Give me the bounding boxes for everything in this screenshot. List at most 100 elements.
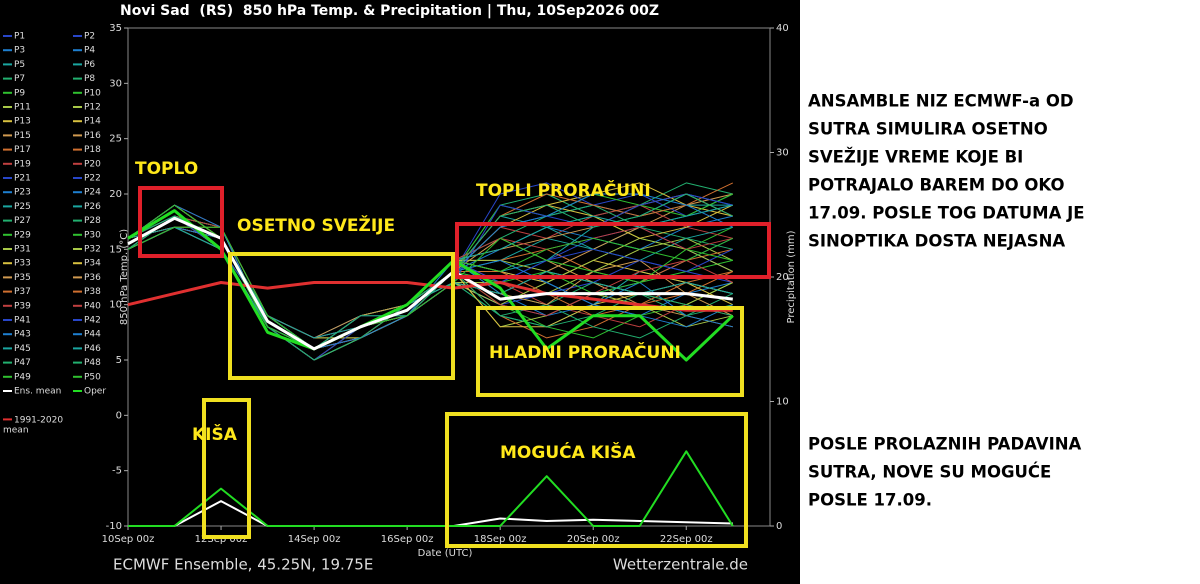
annotation: MOGUĆA KIŠA [500, 441, 636, 463]
box [202, 398, 251, 539]
side-text-line: SVEŽIJE VREME KOJE BI [808, 148, 1023, 167]
legend-label: P28 [84, 216, 101, 226]
y-tick-label: 35 [109, 23, 122, 34]
legend-label: P13 [14, 117, 31, 127]
legend-label: P50 [84, 372, 101, 382]
side-text-line: POSLE PROLAZNIH PADAVINA [808, 435, 1082, 454]
legend-label: P14 [84, 117, 101, 127]
side-text-line: ANSAMBLE NIZ ECMWF-a OD [808, 92, 1074, 111]
y2-tick-label: 20 [776, 272, 789, 283]
x-tick-label: 20Sep 00z [567, 534, 620, 545]
side-text-line: SUTRA, NOVE SU MOGUĆE [808, 463, 1051, 482]
legend-label: P29 [14, 230, 31, 240]
legend-label: P9 [14, 88, 25, 98]
legend-label: P15 [14, 131, 31, 141]
legend-label: P11 [14, 103, 31, 113]
x-axis-label: Date (UTC) [418, 548, 473, 559]
side-text-line: POTRAJALO BAREM DO OKO [808, 176, 1065, 195]
y-tick-label: 10 [109, 300, 122, 311]
legend-label: P42 [84, 316, 101, 326]
x-tick-label: 22Sep 00z [660, 534, 713, 545]
legend-label: P23 [14, 188, 31, 198]
legend-label: P36 [84, 273, 101, 283]
x-tick-label: 18Sep 00z [474, 534, 527, 545]
legend-label: P31 [14, 245, 31, 255]
legend-label: P32 [84, 245, 101, 255]
y-tick-label: 0 [116, 410, 122, 421]
legend-label: P25 [14, 202, 31, 212]
y2-tick-label: 0 [776, 521, 782, 532]
legend-label: P41 [14, 316, 31, 326]
box [455, 222, 771, 279]
box [445, 412, 748, 548]
y2-tick-label: 10 [776, 397, 789, 408]
legend-label: P43 [14, 330, 31, 340]
legend-label: P37 [14, 287, 31, 297]
legend-label: P20 [84, 159, 101, 169]
legend-label: P46 [84, 344, 101, 354]
legend-label: P1 [14, 32, 25, 42]
annotation: OSETNO SVEŽIJE [237, 214, 395, 236]
legend-label: P26 [84, 202, 101, 212]
legend-label: P34 [84, 259, 101, 269]
x-tick-label: 10Sep 00z [102, 534, 155, 545]
y-tick-label: -10 [106, 521, 122, 532]
legend-label: P47 [14, 358, 31, 368]
x-tick-label: 12Sep 00z [195, 534, 248, 545]
y-tick-label: 25 [109, 134, 122, 145]
legend-label: P24 [84, 188, 101, 198]
legend-label: P12 [84, 103, 101, 113]
y-tick-label: 20 [109, 189, 122, 200]
y2-tick-label: 40 [776, 23, 789, 34]
legend-label: Ens. mean [14, 387, 61, 397]
legend-label: P39 [14, 301, 31, 311]
legend-label: P4 [84, 46, 95, 56]
legend-label: P7 [14, 74, 25, 84]
source-left: ECMWF Ensemble, 45.25N, 19.75E [113, 556, 373, 574]
box [138, 186, 224, 258]
x-tick-label: 16Sep 00z [381, 534, 434, 545]
legend: P1 P2 P3 P4 P5 P6 P7 P8 P9 P10 P11 P12 P13 P14 P15 P16 P… [3, 32, 106, 435]
box [476, 306, 744, 397]
y-axis-label: 850 hPa Temp. (°C) [119, 229, 130, 325]
y2-tick-label: 30 [776, 148, 789, 159]
legend-label: P49 [14, 372, 31, 382]
side-text-line: SINOPTIKA DOSTA NEJASNA [808, 232, 1065, 251]
legend-label: P27 [14, 216, 31, 226]
box [228, 252, 455, 380]
legend-label: Oper [84, 387, 106, 397]
legend-label: P44 [84, 330, 101, 340]
legend-label: P38 [84, 287, 101, 297]
legend-label: P18 [84, 145, 101, 155]
legend-label: P45 [14, 344, 31, 354]
source-right: Wetterzentrale.de [613, 556, 748, 574]
legend-label: P21 [14, 174, 31, 184]
legend-label: P22 [84, 174, 101, 184]
legend-label: P16 [84, 131, 101, 141]
x-tick-label: 14Sep 00z [288, 534, 341, 545]
precip-line [128, 450, 734, 527]
legend-label: P48 [84, 358, 101, 368]
legend-label: P40 [84, 301, 101, 311]
annotation-boxes [138, 186, 771, 548]
legend-label: P33 [14, 259, 31, 269]
legend-label: 1991-2020 mean [3, 415, 63, 435]
legend-label: P6 [84, 60, 95, 70]
y-tick-label: -5 [112, 466, 122, 477]
y-tick-label: 30 [109, 78, 122, 89]
annotation: TOPLI PRORAČUNI [476, 179, 651, 201]
chart-title: Novi Sad (RS) 850 hPa Temp. & Precipitat… [120, 3, 659, 19]
legend-label: P30 [84, 230, 101, 240]
legend-label: P35 [14, 273, 31, 283]
legend-label: P17 [14, 145, 31, 155]
legend-label: P5 [14, 60, 25, 70]
side-text-line: POSLE 17.09. [808, 491, 932, 510]
legend-label: P10 [84, 88, 101, 98]
annotation: HLADNI PRORAČUNI [489, 341, 681, 363]
annotation: TOPLO [135, 159, 198, 179]
side-text-line: 17.09. POSLE TOG DATUMA JE [808, 204, 1085, 223]
annotation: KIŠA [192, 423, 238, 445]
side-text: ANSAMBLE NIZ ECMWF-a OD SUTRA SIMULIRA OS… [808, 92, 1085, 510]
side-text-line: SUTRA SIMULIRA OSETNO [808, 120, 1048, 139]
